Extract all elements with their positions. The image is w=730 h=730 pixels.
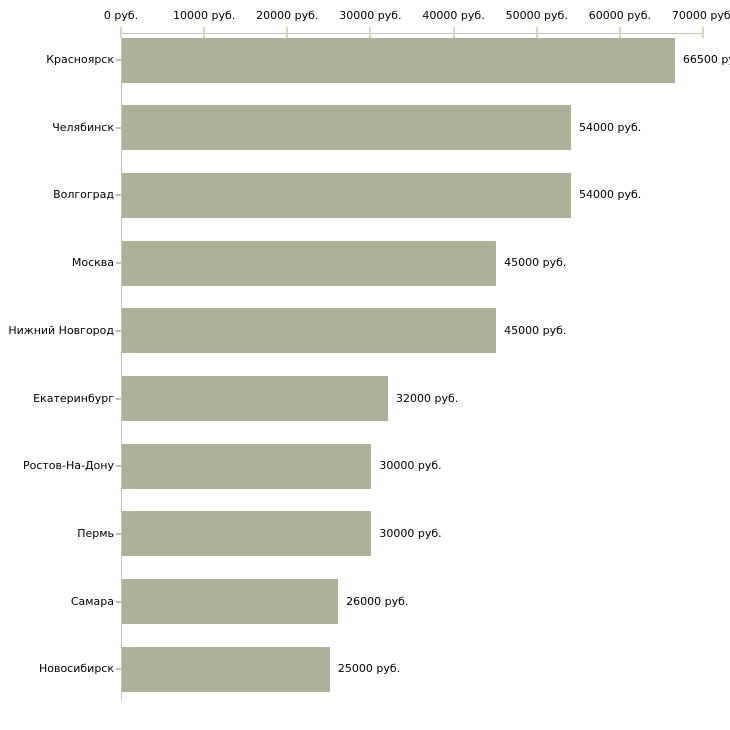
- y-axis-tick-mark: [116, 262, 121, 265]
- x-axis-tick-label: 40000 руб.: [422, 9, 485, 22]
- category-label: Москва: [71, 256, 114, 270]
- category-label: Нижний Новгород: [8, 323, 114, 337]
- y-axis-line: [121, 33, 122, 700]
- x-axis-tick-mark: [120, 27, 122, 38]
- value-label: 30000 руб.: [379, 459, 442, 473]
- x-axis-tick-label: 60000 руб.: [588, 9, 651, 22]
- x-axis-line: [121, 33, 704, 34]
- value-label: 45000 руб.: [504, 323, 567, 337]
- x-axis-tick-mark: [286, 27, 289, 38]
- value-label: 54000 руб.: [578, 188, 642, 202]
- value-label: 25000 руб.: [337, 662, 401, 676]
- x-axis-tick-mark: [618, 27, 621, 38]
- y-axis-tick-mark: [116, 397, 121, 400]
- category-label: Волгоград: [53, 188, 114, 202]
- x-axis-tick-mark: [203, 27, 206, 38]
- bar: [122, 579, 339, 625]
- bar: [122, 376, 389, 421]
- x-axis-tick-mark: [702, 27, 704, 38]
- y-axis-tick-mark: [116, 532, 121, 535]
- bar: [122, 443, 372, 489]
- y-axis-tick-mark: [116, 668, 121, 671]
- x-axis-tick-label: 70000 руб.: [671, 9, 730, 22]
- y-axis-tick-mark: [116, 600, 121, 603]
- bar: [122, 511, 372, 557]
- category-label: Красноярск: [46, 53, 114, 66]
- y-axis-tick-mark: [116, 465, 121, 468]
- bar: [122, 37, 675, 83]
- x-axis-tick-mark: [369, 27, 372, 38]
- x-axis-tick-label: 20000 руб.: [256, 9, 319, 22]
- value-label: 66500 руб.: [682, 53, 730, 66]
- value-label: 54000 руб.: [578, 120, 642, 134]
- value-label: 30000 руб.: [379, 526, 442, 540]
- y-axis-tick-mark: [116, 126, 121, 129]
- category-label: Ростов-На-Дону: [22, 459, 114, 473]
- bar: [122, 172, 571, 218]
- value-label: 32000 руб.: [396, 391, 459, 405]
- value-label: 45000 руб.: [504, 256, 567, 270]
- y-axis-tick-mark: [116, 59, 121, 61]
- category-label: Самара: [70, 594, 114, 608]
- x-axis-tick-mark: [535, 27, 538, 38]
- x-axis-tick-label: 30000 руб.: [339, 9, 402, 22]
- category-label: Пермь: [77, 526, 114, 540]
- category-label: Екатеринбург: [33, 391, 114, 405]
- y-axis-tick-mark: [116, 194, 121, 197]
- x-axis-tick-label: 10000 руб.: [173, 9, 236, 22]
- value-label: 26000 руб.: [346, 594, 409, 608]
- category-label: Челябинск: [52, 120, 114, 134]
- y-axis-tick-mark: [116, 329, 121, 332]
- x-axis-tick-label: 0 руб.: [103, 9, 139, 22]
- category-label: Новосибирск: [38, 662, 114, 676]
- bar: [122, 240, 497, 286]
- bar: [122, 105, 571, 151]
- x-axis-tick-label: 50000 руб.: [505, 9, 568, 22]
- bar: [122, 308, 497, 354]
- bar: [122, 646, 330, 692]
- x-axis-tick-mark: [452, 27, 455, 38]
